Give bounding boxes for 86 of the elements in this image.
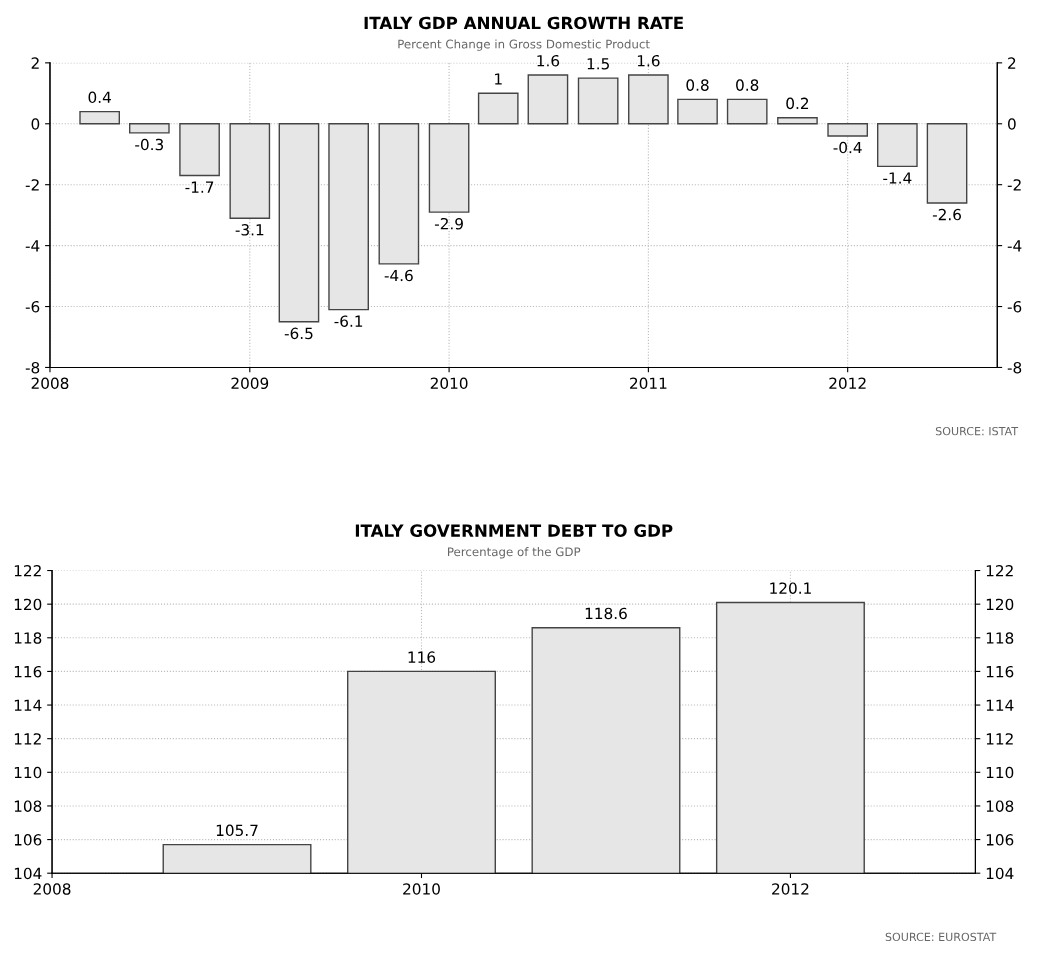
- data-label: -4.6: [384, 269, 413, 282]
- data-label: 1.6: [637, 54, 660, 67]
- bar: [926, 123, 968, 204]
- y-tick-label: 114: [14, 699, 42, 711]
- bar: [628, 74, 669, 125]
- bar: [328, 123, 369, 311]
- y-tick-label: 118: [14, 632, 42, 644]
- y2-tick-label: 122: [986, 565, 1013, 577]
- data-label: -0.4: [833, 141, 862, 154]
- data-label: 120.1: [770, 582, 811, 594]
- bar: [777, 116, 818, 125]
- y2-tick-label: -6: [1007, 301, 1022, 313]
- y2-tick-label: 106: [986, 834, 1014, 846]
- data-label: -1.4: [883, 172, 912, 184]
- y2-tick-label: 108: [986, 800, 1014, 812]
- y2-tick-label: 104: [986, 867, 1014, 880]
- x-tick-label: 2010: [430, 377, 468, 390]
- y-tick-label: 110: [14, 766, 42, 779]
- data-label: 0.4: [88, 91, 111, 104]
- data-label: 1.5: [587, 58, 609, 70]
- y2-tick-label: 116: [986, 665, 1014, 678]
- x-tick-label: 2008: [33, 883, 71, 895]
- bar: [428, 123, 470, 213]
- chart-subtitle: Percentage of the GDP: [448, 547, 581, 559]
- x-tick-label: 2010: [403, 883, 440, 895]
- y-tick-label: -8: [25, 361, 40, 374]
- y-tick-label: 108: [14, 800, 42, 812]
- y2-tick-label: 112: [986, 733, 1013, 745]
- y2-tick-label: -4: [1007, 240, 1022, 252]
- bar: [577, 77, 619, 125]
- bar: [726, 98, 768, 125]
- source-note: SOURCE: EUROSTAT: [885, 932, 997, 942]
- data-label: -0.3: [135, 138, 164, 151]
- data-label: 0.8: [686, 79, 709, 91]
- y-tick-label: 104: [14, 867, 42, 880]
- y2-tick-label: 110: [986, 766, 1014, 779]
- data-label: -3.1: [235, 224, 264, 236]
- data-label: 0.2: [786, 97, 809, 110]
- x-tick-label: 2009: [231, 377, 269, 390]
- y-tick-label: 120: [14, 598, 42, 611]
- x-tick-label: 2008: [31, 377, 69, 390]
- y2-tick-label: 120: [986, 598, 1014, 611]
- y-tick-label: 106: [14, 834, 42, 846]
- bar: [477, 92, 519, 125]
- source-note: SOURCE: ISTAT: [935, 426, 1019, 436]
- y-tick-label: 2: [31, 57, 39, 69]
- data-label: -2.6: [932, 208, 961, 221]
- x-tick-label: 2012: [772, 883, 809, 895]
- bar: [827, 123, 869, 137]
- data-label: -1.7: [185, 181, 214, 193]
- data-label: 1.6: [537, 54, 560, 67]
- bar: [877, 123, 918, 168]
- y-tick-label: -2: [25, 179, 39, 191]
- data-label: 0.8: [736, 79, 759, 91]
- y-tick-label: -6: [25, 301, 40, 313]
- bar: [179, 123, 220, 177]
- data-label: -6.1: [334, 315, 363, 327]
- data-label: 105.7: [216, 824, 258, 837]
- chart-title: ITALY GOVERNMENT DEBT TO GDP: [355, 524, 673, 537]
- data-label: 1: [495, 73, 502, 85]
- bar: [378, 123, 420, 265]
- chart-subtitle: Percent Change in Gross Domestic Product: [398, 39, 650, 51]
- bar: [527, 74, 569, 125]
- data-label: 118.6: [585, 607, 627, 620]
- bar: [677, 98, 718, 125]
- y-tick-label: 122: [14, 565, 41, 577]
- data-label: -2.9: [434, 217, 463, 230]
- y2-tick-label: 0: [1008, 118, 1016, 130]
- y-tick-label: 112: [14, 733, 41, 745]
- data-label: -6.5: [284, 327, 313, 340]
- y2-tick-label: 2: [1008, 57, 1016, 69]
- x-tick-label: 2011: [630, 377, 667, 390]
- y2-tick-label: -2: [1007, 179, 1021, 191]
- bar: [128, 123, 170, 134]
- data-label: 116: [408, 651, 436, 663]
- y-tick-label: -4: [25, 240, 40, 252]
- y-tick-label: 116: [14, 665, 42, 678]
- y2-tick-label: 118: [986, 632, 1014, 644]
- x-tick-label: 2012: [829, 377, 866, 390]
- bar: [79, 110, 121, 125]
- y2-tick-label: 114: [986, 699, 1014, 711]
- bar: [229, 123, 271, 219]
- y2-tick-label: -8: [1007, 361, 1022, 374]
- chart-title: ITALY GDP ANNUAL GROWTH RATE: [364, 16, 683, 30]
- y-tick-label: 0: [31, 118, 40, 130]
- bar: [278, 123, 320, 323]
